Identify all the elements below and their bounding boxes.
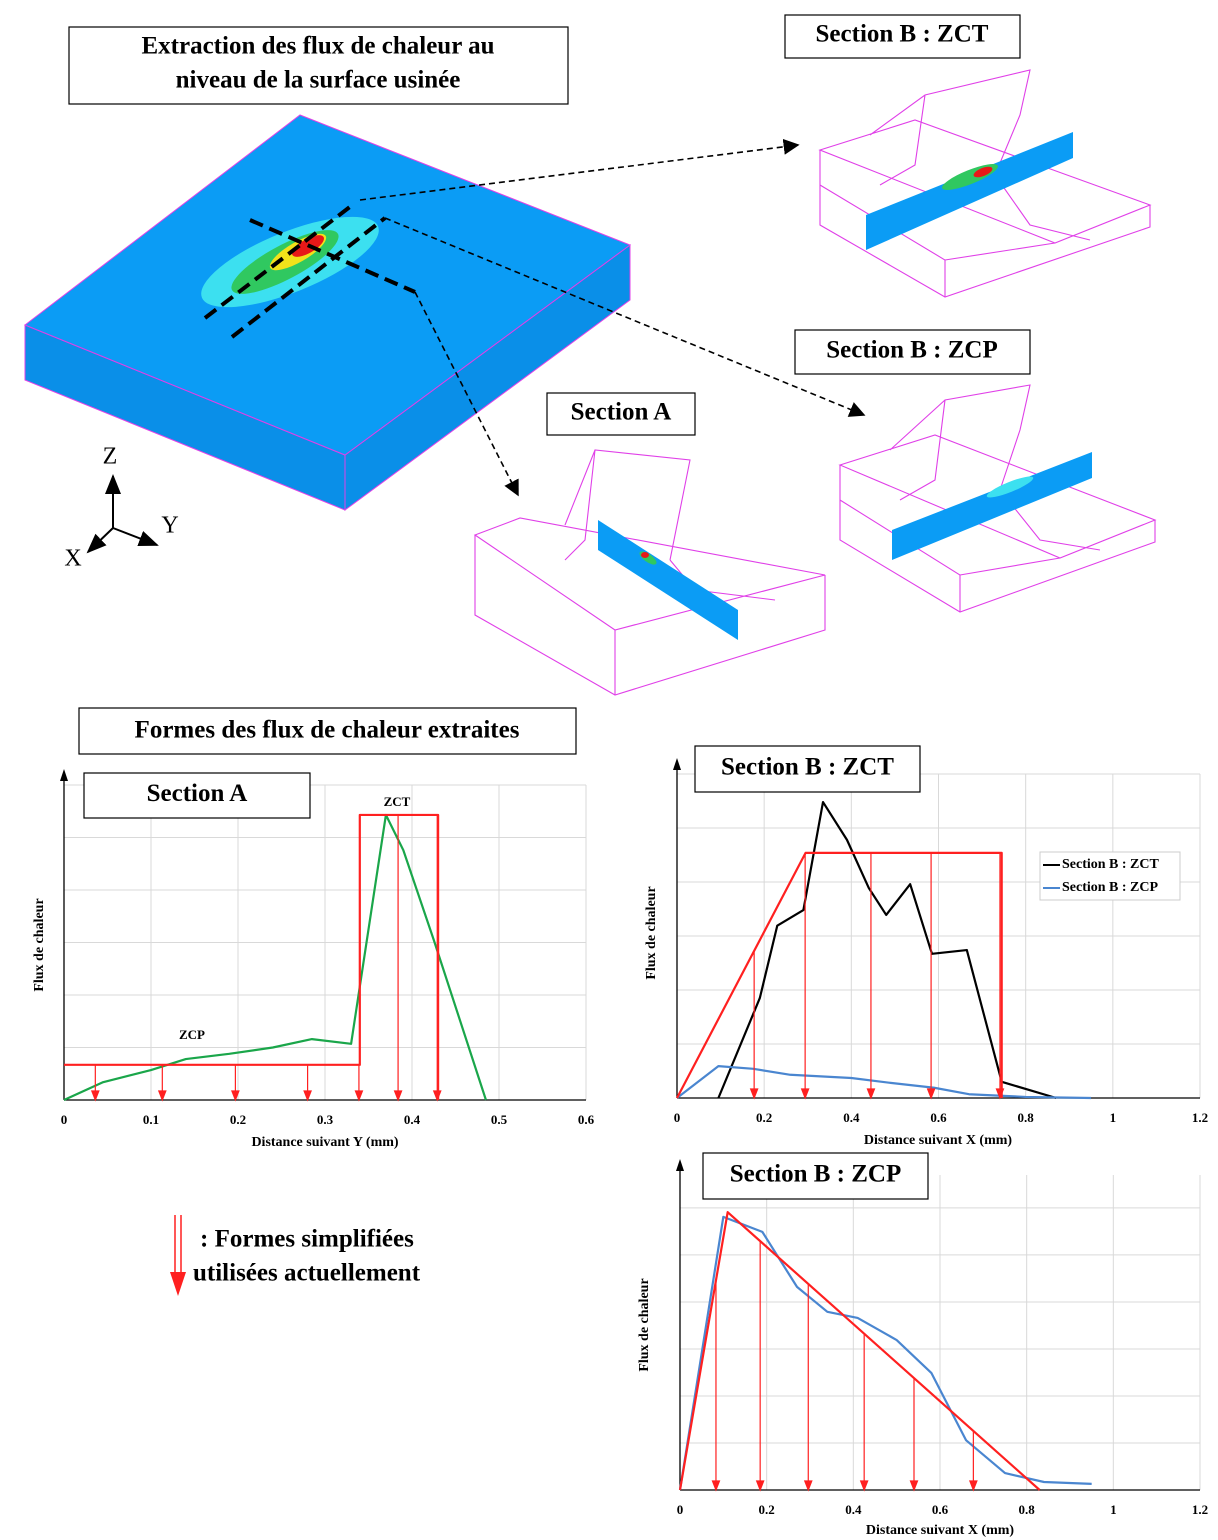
section-title-box <box>78 707 577 755</box>
figure-title: niveau de la surface usinée <box>176 67 461 94</box>
simplified-arrow <box>432 814 442 1102</box>
simplified-arrow <box>711 1280 721 1492</box>
x-tick-label: 0.4 <box>845 1502 862 1517</box>
section-view <box>838 384 1157 613</box>
y-axis-label: Flux de chaleur <box>637 1278 652 1371</box>
x-axis-label: Distance suivant X (mm) <box>866 1523 1014 1538</box>
y-axis-arrow <box>676 1159 684 1171</box>
series-line <box>717 800 1057 1100</box>
x-tick-label: 0.4 <box>404 1112 421 1127</box>
series-line <box>676 1065 1092 1100</box>
view-label: Section B : ZCP <box>826 337 998 364</box>
axis-triad <box>86 474 159 554</box>
x-tick-label: 0.1 <box>143 1112 159 1127</box>
simplified-arrow <box>354 1064 364 1102</box>
y-axis-arrow <box>60 769 68 781</box>
key-text: utilisées actuellement <box>193 1260 421 1287</box>
series-line <box>678 1211 1041 1491</box>
x-tick-label: 0.2 <box>230 1112 246 1127</box>
view-label: Section B : ZCT <box>816 21 989 48</box>
legend-label: Section B : ZCP <box>1062 880 1159 895</box>
series-line <box>64 813 440 1100</box>
axis-name: Y <box>161 513 178 539</box>
title-box <box>68 26 569 105</box>
x-tick-label: 1 <box>1110 1502 1117 1517</box>
view-label-box <box>784 14 1021 59</box>
x-axis-label: Distance suivant Y (mm) <box>251 1135 398 1150</box>
x-tick-label: 0.6 <box>932 1502 949 1517</box>
annotation: ZCT <box>384 794 411 809</box>
y-axis-label: Flux de chaleur <box>644 886 659 979</box>
series-line <box>676 851 1003 1099</box>
simplified-arrow <box>803 1283 813 1492</box>
x-tick-label: 0.6 <box>578 1112 595 1127</box>
simplified-arrow <box>90 1064 100 1102</box>
view-label-box <box>546 392 696 436</box>
section-title: Formes des flux de chaleur extraites <box>135 717 520 744</box>
y-axis-arrow <box>673 758 681 770</box>
legend-label: Section B : ZCT <box>1062 857 1160 872</box>
annotation: ZCP <box>179 1027 205 1042</box>
chart-title-box <box>83 772 311 819</box>
x-tick-label: 0 <box>674 1110 681 1125</box>
x-tick-label: 0.2 <box>756 1110 772 1125</box>
x-tick-label: 0.2 <box>759 1502 775 1517</box>
x-axis-label: Distance suivant X (mm) <box>864 1133 1012 1148</box>
x-tick-label: 0.8 <box>1019 1502 1036 1517</box>
simplified-arrow <box>800 853 810 1100</box>
simplified-arrow <box>755 1241 765 1492</box>
x-tick-label: 0.5 <box>491 1112 508 1127</box>
x-tick-label: 0 <box>677 1502 684 1517</box>
section-view <box>818 69 1152 298</box>
simplified-arrow <box>968 1430 978 1492</box>
chart-title: Section B : ZCP <box>730 1161 902 1188</box>
key-symbol <box>170 1215 186 1296</box>
x-tick-label: 0.3 <box>317 1112 334 1127</box>
x-tick-label: 0.4 <box>843 1110 860 1125</box>
simplified-arrow <box>909 1378 919 1492</box>
axis-name: X <box>64 546 81 572</box>
simplified-arrow <box>231 1064 240 1102</box>
x-tick-label: 0 <box>61 1112 68 1127</box>
simplified-arrow <box>926 852 936 1100</box>
y-axis-label: Flux de chaleur <box>32 898 47 991</box>
simplified-arrow <box>749 950 759 1100</box>
chart-title-box <box>702 1152 929 1200</box>
series-line <box>678 1215 1092 1491</box>
figure-title: Extraction des flux de chaleur au <box>141 33 494 60</box>
chart-title: Section B : ZCT <box>721 754 894 781</box>
chart-title: Section A <box>147 780 248 807</box>
simplified-arrow <box>303 1064 312 1102</box>
simplified-arrow <box>995 852 1005 1100</box>
x-tick-label: 1 <box>1110 1110 1117 1125</box>
axis-name: Z <box>103 444 118 470</box>
workpiece <box>24 114 866 511</box>
simplified-arrow <box>866 852 876 1100</box>
view-label: Section A <box>571 399 672 426</box>
x-tick-label: 0.6 <box>930 1110 947 1125</box>
x-tick-label: 0.8 <box>1018 1110 1035 1125</box>
key-text: : Formes simplifiées <box>200 1226 414 1253</box>
simplified-arrow <box>859 1333 869 1492</box>
chart-title-box <box>694 745 921 793</box>
legend-box <box>1039 851 1181 901</box>
x-tick-label: 1.2 <box>1192 1502 1208 1517</box>
view-label-box <box>794 329 1031 375</box>
section-view <box>473 449 826 696</box>
simplified-arrow <box>393 814 403 1102</box>
x-tick-label: 1.2 <box>1192 1110 1208 1125</box>
series-line <box>63 813 487 1102</box>
simplified-arrow <box>157 1064 167 1102</box>
